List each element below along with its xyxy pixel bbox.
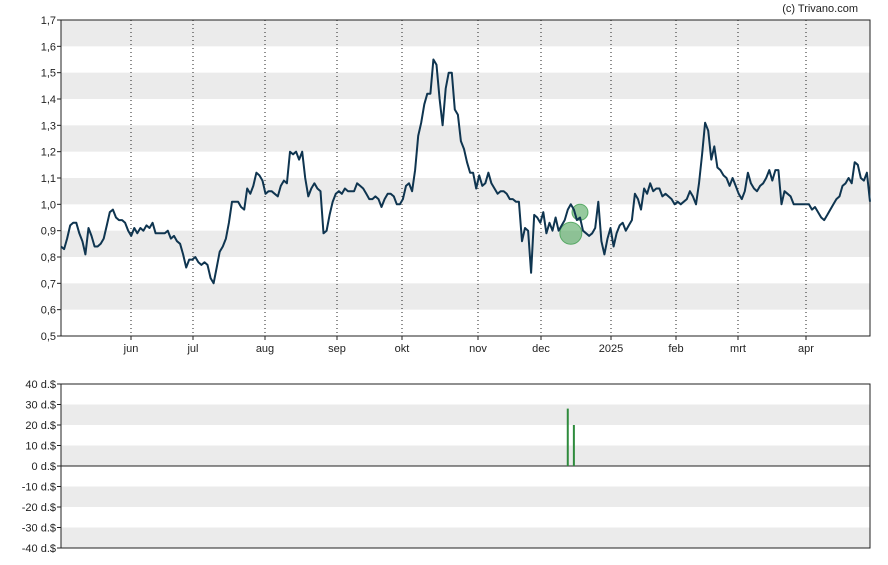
price-line xyxy=(60,58,871,285)
price-grid-band xyxy=(61,283,870,310)
price-y-tick-label: 0,8 xyxy=(41,252,56,264)
price-x-tick-label: mrt xyxy=(730,343,746,355)
price-x-tick-label: 2025 xyxy=(599,343,623,355)
price-y-tick-label: 1,3 xyxy=(41,120,56,132)
volume-y-tick-label: -30 d.$ xyxy=(22,523,56,535)
price-x-tick-label: okt xyxy=(395,343,410,355)
trade-marker xyxy=(559,221,583,245)
price-grid-band xyxy=(61,72,870,99)
price-grid-band xyxy=(61,20,870,47)
price-y-tick-label: 1,4 xyxy=(41,94,56,106)
volume-y-tick-labels: 40 d.$ 30 d.$ 20 d.$ 10 d.$ 0 d.$ -10 d.$ -20 … xyxy=(22,379,61,555)
volume-y-tick-label: 10 d.$ xyxy=(25,441,56,453)
price-x-tick-label: jul xyxy=(186,343,198,355)
price-y-tick-label: 0,5 xyxy=(41,331,56,343)
price-y-tick-label: 0,9 xyxy=(41,226,56,238)
volume-grid-band xyxy=(61,486,870,507)
volume-grid-band xyxy=(61,445,870,466)
price-y-tick-label: 1,2 xyxy=(41,147,56,159)
price-x-tick-label: jun xyxy=(123,343,139,355)
price-x-tick-label: feb xyxy=(668,343,683,355)
volume-y-tick-label: -40 d.$ xyxy=(22,543,56,555)
price-series xyxy=(60,58,871,285)
price-y-tick-labels: 0,5 0,6 0,7 0,8 0,9 1,0 1,1 1,2 1,3 1,4 1,5 1,6 1,7 xyxy=(41,15,61,343)
price-grid-band xyxy=(61,230,870,257)
price-y-tick-label: 1,1 xyxy=(41,173,56,185)
price-y-tick-label: 1,5 xyxy=(41,68,56,80)
volume-y-tick-label: -10 d.$ xyxy=(22,482,56,494)
price-x-tick-label: apr xyxy=(798,343,814,355)
volume-y-tick-label: -20 d.$ xyxy=(22,502,56,514)
price-y-tick-label: 0,7 xyxy=(41,278,56,290)
volume-y-tick-label: 30 d.$ xyxy=(25,400,56,412)
price-y-tick-label: 0,6 xyxy=(41,305,56,317)
volume-y-tick-label: 20 d.$ xyxy=(25,420,56,432)
price-grid-bands xyxy=(61,20,870,310)
price-y-tick-label: 1,7 xyxy=(41,15,56,27)
price-x-tick-label: nov xyxy=(469,343,487,355)
price-y-tick-label: 1,6 xyxy=(41,41,56,53)
volume-grid-band xyxy=(61,527,870,548)
price-y-tick-label: 1,0 xyxy=(41,199,56,211)
price-x-tick-label: sep xyxy=(328,343,346,355)
volume-y-tick-label: 40 d.$ xyxy=(25,379,56,391)
price-vertical-gridlines xyxy=(130,20,807,340)
volume-grid-bands xyxy=(61,404,870,548)
price-grid-band xyxy=(61,178,870,205)
price-grid-band xyxy=(61,125,870,152)
price-x-tick-label: dec xyxy=(532,343,550,355)
price-x-tick-label: aug xyxy=(256,343,274,355)
price-x-tick-labels: jun jul aug sep okt nov dec 2025 feb mrt apr xyxy=(123,343,815,355)
credit-text: (c) Trivano.com xyxy=(782,3,858,15)
volume-bars xyxy=(566,408,575,466)
volume-grid-band xyxy=(61,404,870,425)
volume-y-tick-label: 0 d.$ xyxy=(32,461,56,473)
